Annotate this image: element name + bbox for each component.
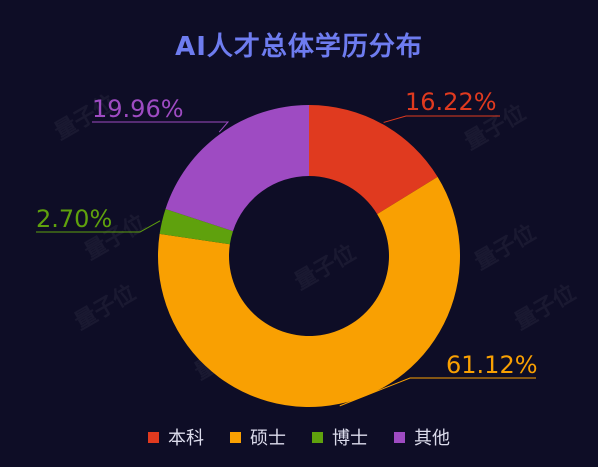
label-bachelor-pct: 16.22% [405,88,497,116]
legend-swatch [394,431,405,443]
legend-item-master[interactable]: 硕士 [230,424,286,450]
leader-line [339,377,536,407]
legend-label: 硕士 [250,428,286,449]
label-doctor-pct: 2.70% [36,205,112,233]
legend-swatch [312,431,323,443]
watermark: 量子位 [70,280,140,336]
legend-item-other[interactable]: 其他 [394,424,450,450]
label-master-pct: 61.12% [446,351,538,379]
legend-swatch [148,431,159,443]
watermark: 量子位 [470,220,540,276]
slice-other [165,105,309,232]
legend-label: 本科 [168,428,204,449]
legend-label: 其他 [414,428,450,449]
watermark: 量子位 [290,240,360,296]
slice-doctor [159,208,233,245]
leader-line [383,115,500,123]
chart-title: AI人才总体学历分布 [175,32,423,62]
leader-line [36,220,161,233]
legend-label: 博士 [332,428,368,449]
legend-item-doctor[interactable]: 博士 [312,424,368,450]
legend-swatch [230,431,241,443]
slice-bachelor [309,105,438,215]
slice-master [157,176,460,407]
label-other-pct: 19.96% [92,95,184,123]
chart-legend: 本科 硕士 博士 其他 [0,424,598,450]
leader-line [92,121,230,133]
legend-item-bachelor[interactable]: 本科 [148,424,204,450]
watermark: 量子位 [510,280,580,336]
